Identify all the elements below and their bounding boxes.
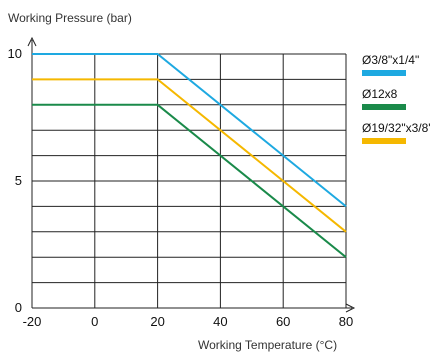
grid-lines — [32, 53, 347, 308]
axes — [27, 36, 356, 313]
x-axis-arrow — [345, 303, 356, 313]
x-tick-label: 20 — [150, 314, 164, 329]
series-line-2 — [32, 103, 347, 258]
y-axis-title: Working Pressure (bar) — [8, 11, 132, 25]
y-tick-label: 10 — [8, 46, 22, 61]
series-line-3 — [32, 78, 347, 233]
legend-swatch-1 — [362, 70, 406, 76]
legend-label-2: Ø12x8 — [362, 87, 398, 101]
x-tick-label: 80 — [339, 314, 353, 329]
x-tick-label: 60 — [276, 314, 290, 329]
y-tick-label: 0 — [15, 300, 22, 315]
legend: Ø3/8"x1/4" Ø12x8 Ø19/32"x3/8' — [362, 53, 431, 144]
x-axis-title: Working Temperature (°C) — [198, 338, 337, 352]
legend-label-1: Ø3/8"x1/4" — [362, 53, 419, 67]
legend-swatch-3 — [362, 138, 406, 144]
legend-swatch-2 — [362, 104, 406, 110]
x-tick-label: -20 — [23, 314, 42, 329]
x-tick-label: 0 — [91, 314, 98, 329]
y-axis-arrow — [27, 36, 37, 47]
series-line-1 — [32, 53, 347, 208]
y-tick-label: 5 — [15, 173, 22, 188]
legend-label-3: Ø19/32"x3/8' — [362, 121, 431, 135]
x-tick-label: 40 — [213, 314, 227, 329]
